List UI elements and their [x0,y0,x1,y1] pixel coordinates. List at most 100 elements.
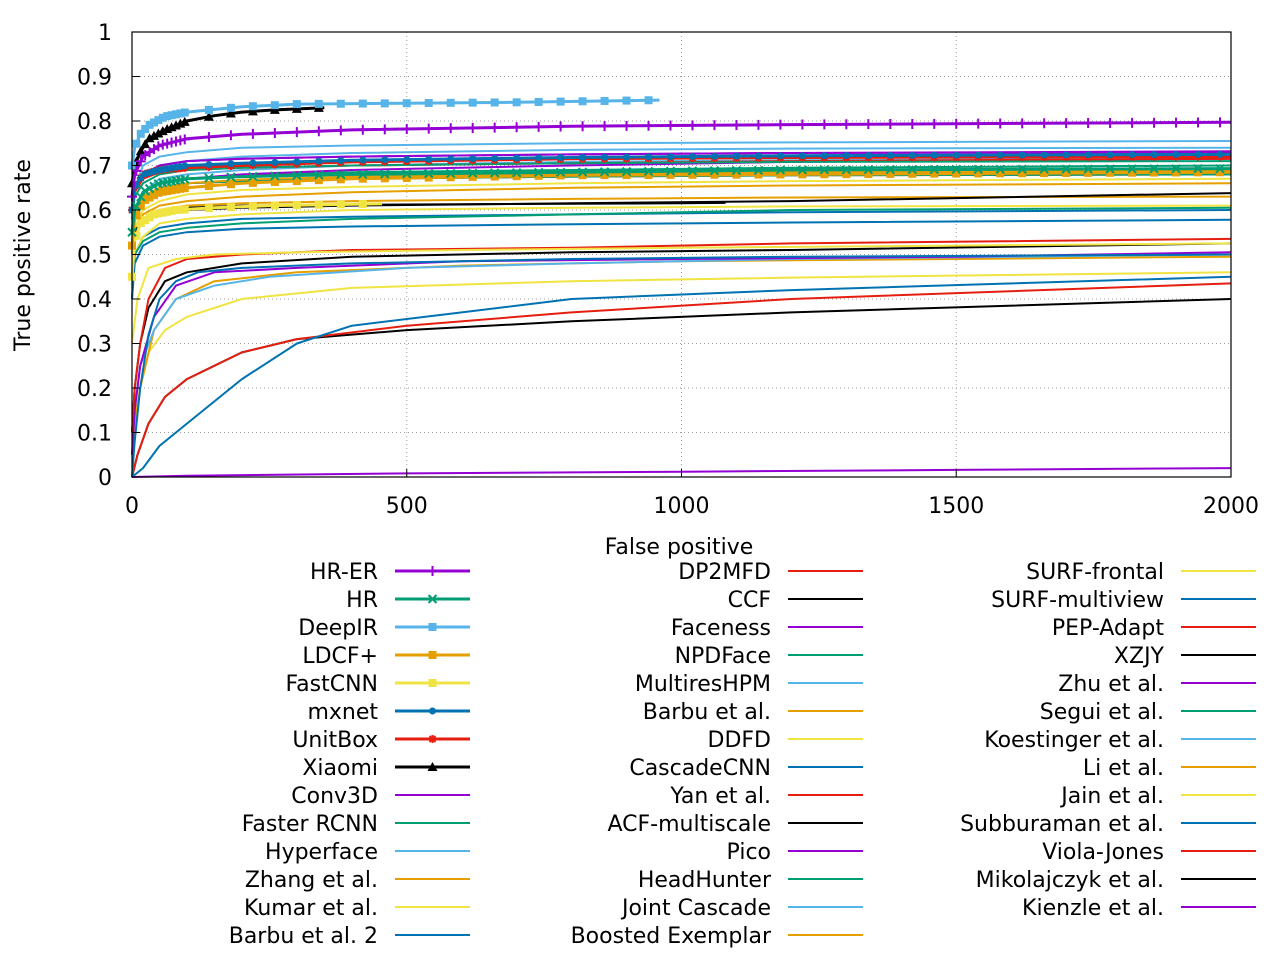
marker-xiaomi [203,111,214,121]
marker-mxnet [1194,150,1202,158]
marker-hr-er [467,122,478,133]
marker-ldcf [820,170,829,179]
legend-entry-hr: HR [346,588,470,613]
legend-label: PEP-Adapt [1052,616,1164,641]
marker-xiaomi [135,146,146,156]
legend-label: SURF-frontal [1026,560,1164,585]
y-tick-label: 0.9 [77,66,112,91]
legend-entry-dp2mfd: DP2MFD [678,560,863,585]
x-axis-label: False positive [605,535,754,560]
marker-hr [599,167,610,177]
marker-mxnet [315,157,323,165]
marker-deepir [644,96,653,105]
marker-hr-er [157,139,168,150]
marker-deepir [158,113,167,122]
legend-label: CCF [728,588,771,613]
series-line-npdface [131,206,1232,300]
marker-ldcf [1128,168,1137,177]
marker-hr-er [335,125,346,136]
legend-entry-ldcf: LDCF+ [302,644,470,669]
marker-hr [489,168,500,178]
marker-ldcf [336,175,345,184]
marker-hr [731,165,742,176]
marker-mxnet [513,154,521,162]
legend-label: HR-ER [310,560,378,585]
marker-ldcf [974,169,983,178]
series-xiaomi [127,102,325,188]
marker-mxnet [1172,151,1180,159]
marker-xiaomi [247,106,258,116]
legend-entry-fastcnn: FastCNN [286,672,470,697]
marker-hr-er [247,128,258,139]
x-tick-label: 0 [125,494,139,519]
marker-hr [1083,164,1093,174]
marker-hr-er [907,118,918,129]
marker-hr [380,169,390,179]
marker-fastcnn [248,202,257,211]
legend-label: Pico [727,840,771,865]
marker-deepir [248,102,257,111]
legend-label: LDCF+ [302,644,378,669]
legend-label: DeepIR [298,616,378,641]
legend-label: Kienzle et al. [1022,896,1164,921]
legend-entry-kumar-et-al: Kumar et al. [244,896,470,921]
marker-hr-er [885,119,896,130]
marker-xiaomi [144,133,155,143]
marker-mxnet [359,156,367,164]
marker-fastcnn [292,201,301,210]
marker-ldcf [644,170,653,179]
marker-mxnet [1018,151,1026,159]
marker-hr [687,166,698,176]
marker-deepir [622,96,631,105]
marker-hr [973,164,983,175]
marker-ldcf [158,187,167,196]
marker-hr [131,201,142,212]
marker-hr [1039,164,1049,174]
marker-hr-er [1105,117,1116,128]
legend-entry-pep-adapt: PEP-Adapt [1052,616,1256,641]
marker-xiaomi [179,116,190,126]
legend-marker [427,566,438,576]
marker-deepir [468,98,477,107]
marker-hr-er [951,118,962,129]
legend-label: Boosted Exemplar [571,924,772,949]
marker-hr-er [797,119,808,130]
marker-hr [533,167,544,178]
legend-marker [428,651,437,659]
marker-hr-er [599,121,610,132]
legend-entry-npdface: NPDFace [675,644,863,669]
legend-label: DP2MFD [678,560,771,585]
legend-entry-hyperface: Hyperface [265,840,470,865]
marker-hr [140,186,150,196]
marker-hr-er [1039,118,1050,129]
marker-ldcf [163,186,172,195]
marker-mxnet [1128,151,1136,159]
series-surf-multiview [131,275,1232,478]
marker-ldcf [864,170,873,179]
legend-entry-acf-multiscale: ACF-multiscale [607,812,863,837]
marker-hr-er [379,124,390,135]
marker-fastcnn [171,206,180,214]
marker-mxnet [930,151,938,159]
legend-entry-kienzle-et-al: Kienzle et al. [1022,896,1256,921]
marker-ldcf [490,172,499,181]
marker-hr [1061,164,1071,174]
marker-deepir [141,125,150,134]
marker-hr-er [709,120,720,131]
marker-ldcf [446,173,455,182]
marker-ldcf [270,177,279,186]
legend-label: Viola-Jones [1042,840,1164,865]
marker-hr-er [665,120,676,131]
marker-fastcnn [154,209,163,218]
x-tick-label: 1000 [654,494,710,519]
marker-hr [819,165,830,175]
marker-ldcf [578,171,587,180]
marker-hr-er [643,120,654,131]
legend-label: UnitBox [292,728,378,753]
legend-entry-cascadecnn: CascadeCNN [629,756,863,781]
marker-ldcf [1216,168,1225,177]
marker-hr [358,169,368,179]
series-pico [131,251,1232,455]
marker-deepir [132,139,141,148]
marker-mxnet [996,151,1004,159]
